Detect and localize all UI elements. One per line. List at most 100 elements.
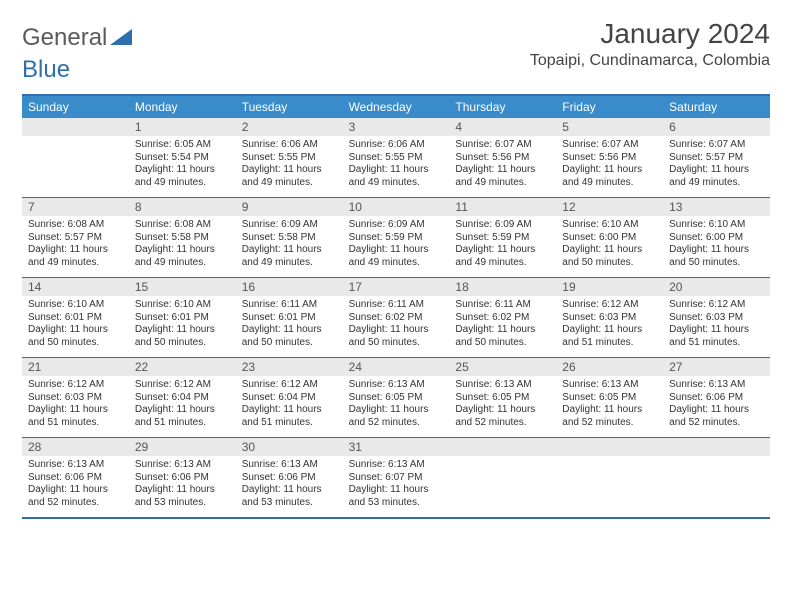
dow-saturday: Saturday	[663, 96, 770, 118]
sunset-text: Sunset: 6:05 PM	[349, 392, 444, 405]
day-number	[663, 438, 770, 456]
sunset-text: Sunset: 6:02 PM	[349, 312, 444, 325]
sunset-text: Sunset: 6:04 PM	[242, 392, 337, 405]
day-number: 1	[129, 118, 236, 136]
sunrise-text: Sunrise: 6:11 AM	[455, 299, 550, 312]
daylight-text: Daylight: 11 hours and 52 minutes.	[28, 484, 123, 509]
daylight-text: Daylight: 11 hours and 50 minutes.	[669, 244, 764, 269]
day-number: 26	[556, 358, 663, 376]
day-cell: Sunrise: 6:08 AMSunset: 5:57 PMDaylight:…	[22, 216, 129, 277]
daylight-text: Daylight: 11 hours and 50 minutes.	[562, 244, 657, 269]
daylight-text: Daylight: 11 hours and 50 minutes.	[242, 324, 337, 349]
title-block: January 2024 Topaipi, Cundinamarca, Colo…	[530, 18, 770, 70]
daylight-text: Daylight: 11 hours and 49 minutes.	[562, 164, 657, 189]
sunset-text: Sunset: 6:06 PM	[135, 472, 230, 485]
sunset-text: Sunset: 5:57 PM	[669, 152, 764, 165]
sunset-text: Sunset: 6:00 PM	[669, 232, 764, 245]
sunrise-text: Sunrise: 6:11 AM	[242, 299, 337, 312]
sunset-text: Sunset: 5:55 PM	[242, 152, 337, 165]
day-cell: Sunrise: 6:11 AMSunset: 6:02 PMDaylight:…	[343, 296, 450, 357]
day-cell: Sunrise: 6:13 AMSunset: 6:05 PMDaylight:…	[343, 376, 450, 437]
day-cell: Sunrise: 6:13 AMSunset: 6:05 PMDaylight:…	[449, 376, 556, 437]
day-number: 22	[129, 358, 236, 376]
sunrise-text: Sunrise: 6:05 AM	[135, 139, 230, 152]
sunset-text: Sunset: 6:06 PM	[242, 472, 337, 485]
day-number: 19	[556, 278, 663, 296]
day-cell: Sunrise: 6:12 AMSunset: 6:03 PMDaylight:…	[556, 296, 663, 357]
calendar-week: 21222324252627Sunrise: 6:12 AMSunset: 6:…	[22, 357, 770, 437]
day-number	[556, 438, 663, 456]
day-number	[22, 118, 129, 136]
day-cell: Sunrise: 6:13 AMSunset: 6:05 PMDaylight:…	[556, 376, 663, 437]
dow-wednesday: Wednesday	[343, 96, 450, 118]
day-number: 7	[22, 198, 129, 216]
daylight-text: Daylight: 11 hours and 49 minutes.	[349, 164, 444, 189]
daynum-band: 78910111213	[22, 198, 770, 216]
sunrise-text: Sunrise: 6:13 AM	[455, 379, 550, 392]
sunrise-text: Sunrise: 6:09 AM	[455, 219, 550, 232]
daylight-text: Daylight: 11 hours and 52 minutes.	[455, 404, 550, 429]
sunrise-text: Sunrise: 6:07 AM	[669, 139, 764, 152]
sunrise-text: Sunrise: 6:12 AM	[28, 379, 123, 392]
daylight-text: Daylight: 11 hours and 52 minutes.	[562, 404, 657, 429]
sunrise-text: Sunrise: 6:13 AM	[349, 379, 444, 392]
sunrise-text: Sunrise: 6:11 AM	[349, 299, 444, 312]
day-number: 15	[129, 278, 236, 296]
daylight-text: Daylight: 11 hours and 51 minutes.	[242, 404, 337, 429]
daylight-text: Daylight: 11 hours and 52 minutes.	[669, 404, 764, 429]
daylight-text: Daylight: 11 hours and 51 minutes.	[135, 404, 230, 429]
daylight-text: Daylight: 11 hours and 49 minutes.	[242, 164, 337, 189]
sunset-text: Sunset: 5:56 PM	[562, 152, 657, 165]
day-number: 2	[236, 118, 343, 136]
dow-monday: Monday	[129, 96, 236, 118]
day-number: 4	[449, 118, 556, 136]
daylight-text: Daylight: 11 hours and 49 minutes.	[135, 164, 230, 189]
daylight-text: Daylight: 11 hours and 52 minutes.	[349, 404, 444, 429]
day-number: 25	[449, 358, 556, 376]
daynum-band: 28293031	[22, 438, 770, 456]
day-cell: Sunrise: 6:07 AMSunset: 5:56 PMDaylight:…	[556, 136, 663, 197]
sunset-text: Sunset: 5:59 PM	[455, 232, 550, 245]
calendar-week: 123456Sunrise: 6:05 AMSunset: 5:54 PMDay…	[22, 118, 770, 197]
daylight-text: Daylight: 11 hours and 49 minutes.	[455, 244, 550, 269]
dow-friday: Friday	[556, 96, 663, 118]
sunrise-text: Sunrise: 6:13 AM	[28, 459, 123, 472]
day-cell: Sunrise: 6:09 AMSunset: 5:58 PMDaylight:…	[236, 216, 343, 277]
sunset-text: Sunset: 6:03 PM	[28, 392, 123, 405]
day-cell: Sunrise: 6:10 AMSunset: 6:01 PMDaylight:…	[129, 296, 236, 357]
sunset-text: Sunset: 6:05 PM	[455, 392, 550, 405]
sunset-text: Sunset: 6:03 PM	[669, 312, 764, 325]
day-number: 23	[236, 358, 343, 376]
day-number: 9	[236, 198, 343, 216]
day-number: 18	[449, 278, 556, 296]
day-cell: Sunrise: 6:07 AMSunset: 5:57 PMDaylight:…	[663, 136, 770, 197]
daylight-text: Daylight: 11 hours and 49 minutes.	[135, 244, 230, 269]
calendar-week: 78910111213Sunrise: 6:08 AMSunset: 5:57 …	[22, 197, 770, 277]
day-cell: Sunrise: 6:09 AMSunset: 5:59 PMDaylight:…	[449, 216, 556, 277]
sunrise-text: Sunrise: 6:10 AM	[669, 219, 764, 232]
sunset-text: Sunset: 5:57 PM	[28, 232, 123, 245]
daynum-band: 14151617181920	[22, 278, 770, 296]
day-cell: Sunrise: 6:13 AMSunset: 6:06 PMDaylight:…	[129, 456, 236, 517]
dow-thursday: Thursday	[449, 96, 556, 118]
sunrise-text: Sunrise: 6:13 AM	[349, 459, 444, 472]
day-number	[449, 438, 556, 456]
sunrise-text: Sunrise: 6:13 AM	[242, 459, 337, 472]
day-cell: Sunrise: 6:11 AMSunset: 6:02 PMDaylight:…	[449, 296, 556, 357]
day-cell: Sunrise: 6:13 AMSunset: 6:06 PMDaylight:…	[236, 456, 343, 517]
daylight-text: Daylight: 11 hours and 51 minutes.	[28, 404, 123, 429]
sunrise-text: Sunrise: 6:10 AM	[135, 299, 230, 312]
day-number: 11	[449, 198, 556, 216]
sunset-text: Sunset: 5:58 PM	[242, 232, 337, 245]
daynum-band: 21222324252627	[22, 358, 770, 376]
sunset-text: Sunset: 6:05 PM	[562, 392, 657, 405]
day-number: 24	[343, 358, 450, 376]
sunset-text: Sunset: 5:54 PM	[135, 152, 230, 165]
day-number: 5	[556, 118, 663, 136]
sunset-text: Sunset: 5:55 PM	[349, 152, 444, 165]
calendar: Sunday Monday Tuesday Wednesday Thursday…	[22, 94, 770, 519]
sunset-text: Sunset: 6:01 PM	[135, 312, 230, 325]
day-number: 30	[236, 438, 343, 456]
sunrise-text: Sunrise: 6:09 AM	[242, 219, 337, 232]
triangle-icon	[110, 24, 132, 52]
